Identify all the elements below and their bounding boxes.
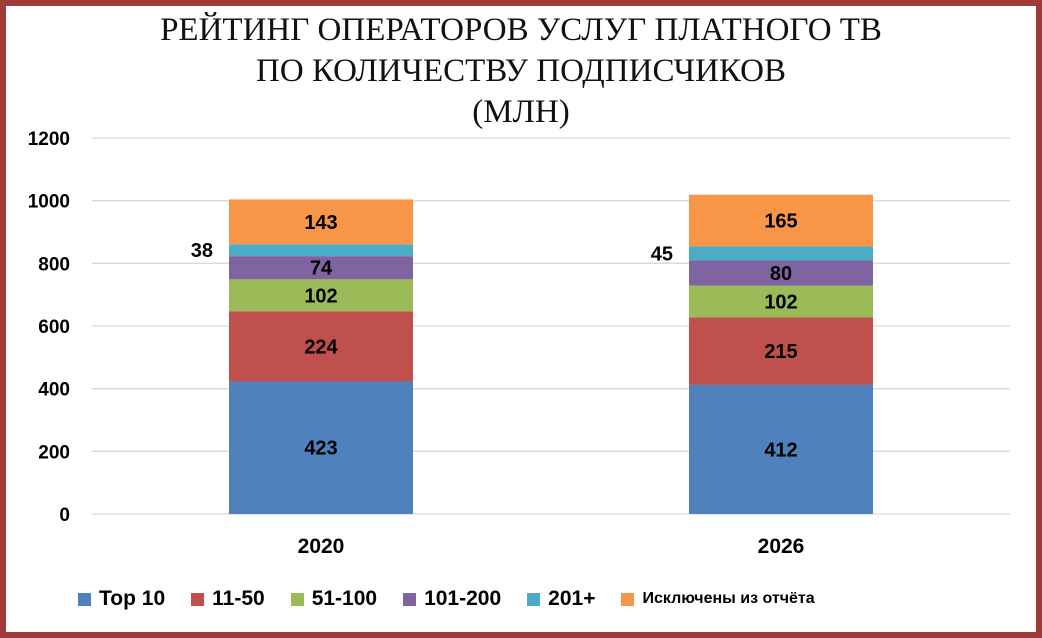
bar-2020-excluded	[229, 199, 413, 245]
legend-item-101-200: 101-200	[403, 587, 501, 611]
data-label-2020-201-plus: 38	[191, 240, 213, 262]
bar-2020-201-plus	[229, 244, 413, 257]
bar-2026-top-10	[689, 384, 873, 514]
data-label-2026-201-plus: 45	[651, 243, 673, 265]
data-label-2026-101-200: 80	[770, 263, 792, 285]
bar-2020-101-200	[229, 256, 413, 280]
y-tick-label-0: 0	[59, 505, 70, 526]
legend-item-excluded: Исключены из отчёта	[621, 590, 815, 608]
y-tick-label-600: 600	[38, 317, 70, 338]
bar-2020-top-10	[229, 381, 413, 514]
legend-swatch-51-100	[290, 592, 304, 606]
data-label-2020-top-10: 423	[304, 438, 337, 460]
data-label-2020-11-50: 224	[304, 336, 338, 358]
y-tick-label-200: 200	[38, 442, 70, 463]
chart-title-line-2: ПО КОЛИЧЕСТВУ ПОДПИСЧИКОВ	[256, 53, 786, 89]
data-label-2026-11-50: 215	[764, 341, 797, 363]
legend-label-201-plus: 201+	[548, 587, 596, 610]
data-label-2020-101-200: 74	[310, 258, 333, 280]
data-label-2026-top-10: 412	[764, 439, 797, 461]
chart-title-line-1: РЕЙТИНГ ОПЕРАТОРОВ УСЛУГ ПЛАТНОГО ТВ	[160, 12, 882, 48]
chart-title: РЕЙТИНГ ОПЕРАТОРОВ УСЛУГ ПЛАТНОГО ТВ ПО …	[0, 10, 1042, 133]
legend-swatch-11-50	[191, 592, 205, 606]
legend-label-top-10: Top 10	[99, 587, 166, 610]
legend-swatch-201-plus	[527, 592, 541, 606]
chart-legend: Top 10 11-50 51-100 101-200 201+ Исключе…	[78, 584, 841, 614]
data-label-2026-excluded: 165	[764, 211, 797, 233]
legend-swatch-101-200	[403, 592, 417, 606]
y-tick-label-800: 800	[38, 254, 70, 275]
legend-item-51-100: 51-100	[290, 587, 378, 611]
bar-2026-excluded	[689, 194, 873, 247]
x-tick-label-2020: 2020	[298, 535, 345, 558]
bar-2026-51-100	[689, 285, 873, 318]
chart-title-line-3: (МЛН)	[472, 94, 570, 130]
bar-2026-201-plus	[689, 246, 873, 261]
legend-swatch-excluded	[621, 592, 635, 606]
y-tick-label-1000: 1000	[28, 192, 70, 213]
x-tick-label-2026: 2026	[758, 535, 805, 558]
bar-2020-11-50	[229, 311, 413, 382]
data-label-2020-51-100: 102	[304, 285, 337, 307]
legend-item-201-plus: 201+	[527, 587, 595, 611]
bar-2026-11-50	[689, 317, 873, 385]
legend-label-excluded: Исключены из отчёта	[642, 590, 815, 607]
data-label-2026-51-100: 102	[764, 292, 797, 314]
bar-2026-101-200	[689, 260, 873, 286]
data-label-2020-excluded: 143	[304, 212, 337, 234]
y-tick-label-400: 400	[38, 380, 70, 401]
legend-item-top-10: Top 10	[78, 587, 165, 611]
legend-label-11-50: 11-50	[212, 587, 265, 610]
legend-item-11-50: 11-50	[191, 587, 265, 611]
y-tick-label-1200: 1200	[28, 129, 70, 150]
legend-label-51-100: 51-100	[311, 587, 378, 610]
legend-label-101-200: 101-200	[424, 587, 502, 610]
bar-2020-51-100	[229, 279, 413, 312]
legend-swatch-top-10	[78, 592, 91, 606]
